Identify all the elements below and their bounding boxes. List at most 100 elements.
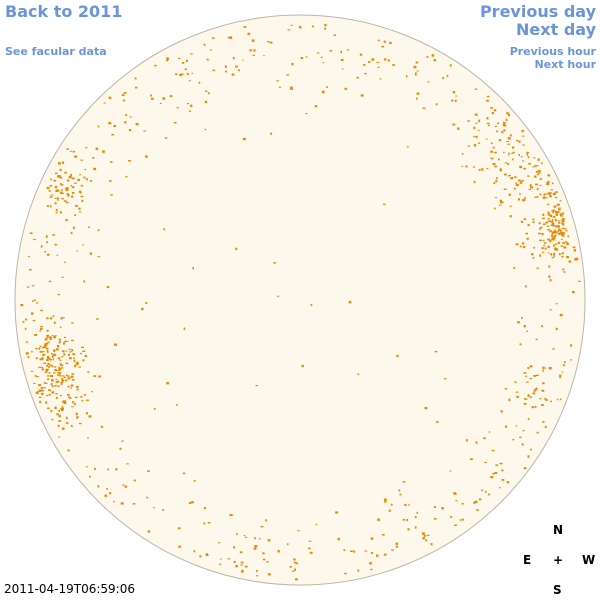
facula-speck — [308, 547, 311, 550]
facula-speck — [559, 375, 561, 379]
facula-speck — [509, 205, 512, 207]
facula-speck — [89, 475, 91, 478]
facula-speck — [43, 362, 46, 364]
facula-speck — [533, 246, 535, 249]
facula-speck — [244, 565, 248, 568]
facula-speck — [501, 131, 504, 134]
facula-speck — [322, 62, 325, 64]
facula-speck — [395, 545, 398, 548]
facula-speck — [539, 254, 541, 257]
facula-speck — [66, 179, 70, 182]
facula-speck — [541, 162, 543, 165]
facula-speck — [35, 392, 39, 395]
facula-speck — [38, 396, 42, 398]
facula-speck — [519, 181, 523, 184]
facula-speck — [474, 88, 478, 90]
next-day-link[interactable]: Next day — [516, 20, 596, 39]
facula-speck — [495, 464, 498, 466]
facula-speck — [541, 247, 544, 250]
facula-speck — [518, 140, 521, 143]
facula-speck — [260, 525, 264, 528]
facula-speck — [265, 519, 267, 522]
previous-hour-link[interactable]: Previous hour — [509, 45, 596, 58]
facula-speck — [290, 86, 293, 89]
facula-speck — [535, 170, 539, 173]
facula-speck — [501, 479, 505, 481]
facula-speck — [559, 213, 563, 216]
facula-speck — [389, 41, 392, 45]
facula-speck — [232, 57, 235, 60]
facula-speck — [92, 157, 95, 159]
facula-speck — [51, 418, 54, 421]
facula-speck — [72, 150, 75, 153]
facula-speck — [85, 466, 88, 468]
facula-speck — [568, 260, 572, 263]
facula-speck — [457, 127, 460, 130]
facula-speck — [563, 246, 567, 249]
facula-speck — [556, 398, 559, 401]
facula-speck — [266, 561, 269, 563]
facula-speck — [89, 252, 92, 255]
facula-speck — [135, 123, 139, 126]
see-facular-data-link[interactable]: See facular data — [5, 45, 107, 58]
facula-speck — [516, 395, 519, 398]
facula-speck — [473, 135, 475, 138]
facula-speck — [58, 340, 61, 344]
facula-speck — [134, 77, 137, 80]
facula-speck — [367, 61, 371, 63]
facula-speck — [103, 102, 106, 104]
facula-speck — [46, 329, 49, 332]
facula-speck — [494, 472, 498, 474]
facula-speck — [488, 493, 491, 496]
facula-speck — [190, 104, 193, 107]
facula-speck — [50, 383, 53, 386]
facula-speck — [97, 125, 100, 128]
facula-speck — [555, 230, 558, 232]
facula-speck — [406, 75, 408, 78]
facula-speck — [300, 57, 304, 59]
facula-speck — [478, 498, 482, 501]
facula-speck — [512, 146, 515, 149]
facula-speck — [94, 467, 96, 470]
facula-speck — [542, 369, 544, 372]
facula-speck — [534, 196, 537, 198]
facula-speck — [490, 476, 492, 479]
facula-speck — [357, 569, 360, 572]
facula-speck — [58, 409, 60, 412]
facula-speck — [359, 53, 363, 56]
facula-speck — [526, 237, 529, 240]
facula-speck — [473, 501, 475, 504]
facula-speck — [53, 336, 56, 339]
facula-speck — [62, 161, 65, 164]
previous-day-link[interactable]: Previous day — [479, 2, 596, 21]
facula-speck — [204, 100, 208, 103]
facula-speck — [578, 280, 581, 282]
solar-disk — [14, 14, 586, 586]
facula-speck — [57, 385, 60, 387]
facula-speck — [335, 511, 339, 514]
facula-speck — [499, 462, 503, 465]
facula-speck — [529, 184, 532, 187]
facula-speck — [529, 365, 533, 368]
facula-speck — [534, 388, 538, 391]
facula-speck — [44, 251, 46, 253]
facula-speck — [191, 72, 193, 74]
next-hour-link[interactable]: Next hour — [534, 58, 597, 71]
facula-speck — [396, 354, 399, 358]
facula-speck — [550, 220, 553, 223]
facula-speck — [121, 440, 124, 442]
facula-speck — [276, 80, 279, 82]
back-to-year-link[interactable]: Back to 2011 — [5, 2, 123, 21]
compass-west-label: W — [582, 553, 596, 567]
facula-speck — [391, 549, 394, 551]
facula-speck — [561, 231, 565, 235]
facula-speck — [442, 77, 445, 79]
facula-speck — [535, 338, 538, 341]
facula-speck — [39, 330, 42, 332]
facula-speck — [370, 551, 373, 554]
facula-speck — [515, 183, 519, 187]
facula-speck — [80, 395, 83, 398]
facula-speck — [558, 228, 561, 231]
facula-speck — [39, 350, 43, 353]
facula-speck — [547, 238, 550, 241]
